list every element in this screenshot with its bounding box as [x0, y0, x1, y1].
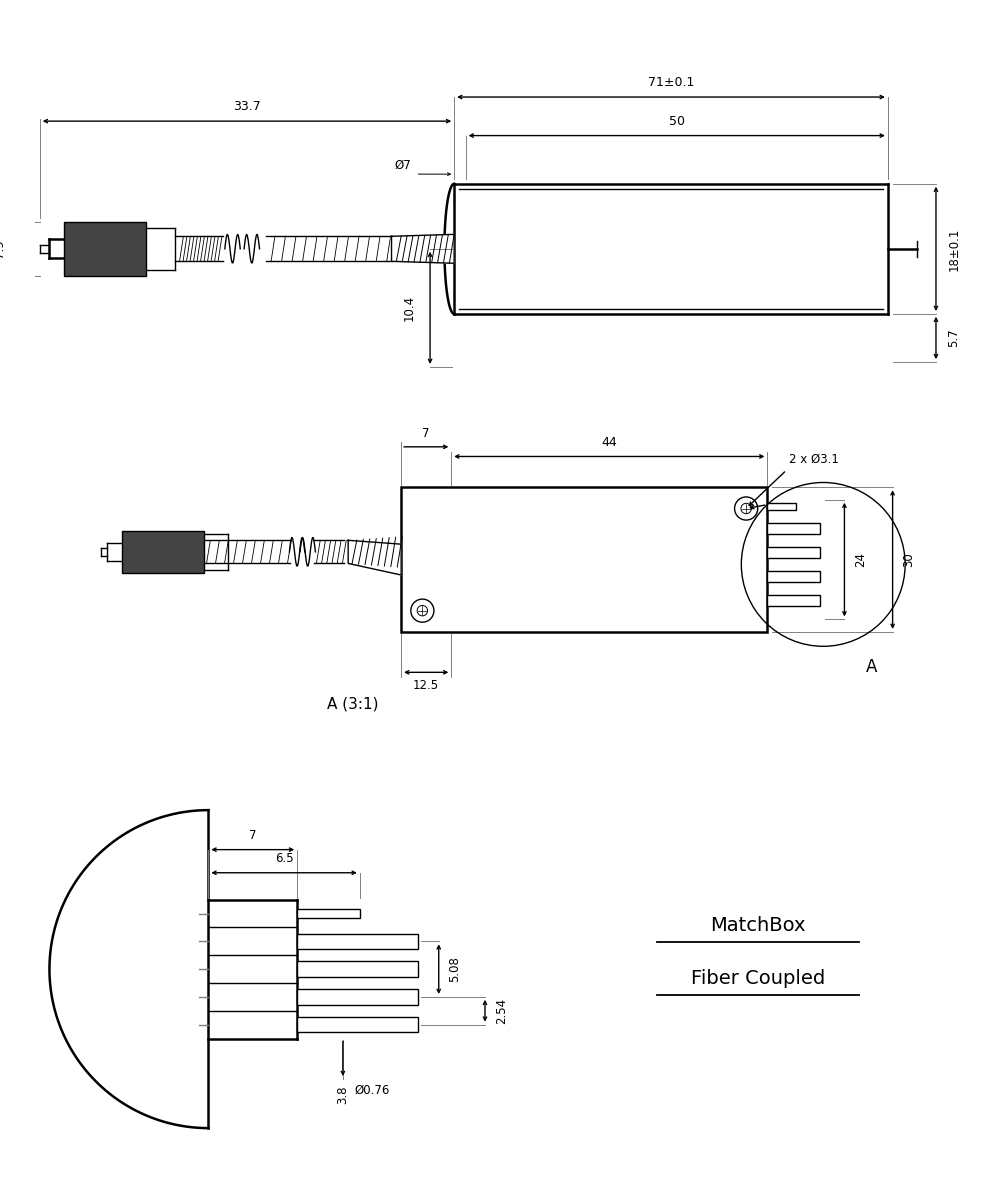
- Text: 7: 7: [249, 829, 257, 842]
- Bar: [767, 523, 820, 534]
- Text: 5.7: 5.7: [948, 328, 961, 348]
- Text: 71±0.1: 71±0.1: [648, 76, 694, 89]
- Bar: [767, 503, 796, 510]
- Bar: [297, 1017, 418, 1032]
- Text: 24: 24: [854, 552, 867, 567]
- Text: 2 x Ø3.1: 2 x Ø3.1: [789, 454, 838, 466]
- Text: 6.5: 6.5: [275, 852, 293, 865]
- Text: Ø7: Ø7: [394, 159, 411, 172]
- Text: 3.8: 3.8: [336, 1086, 349, 1104]
- Text: 50: 50: [669, 114, 685, 128]
- Bar: [401, 487, 767, 632]
- Text: A: A: [866, 658, 877, 676]
- Bar: [767, 595, 820, 606]
- Text: 7: 7: [422, 427, 430, 440]
- Text: 44: 44: [601, 435, 617, 449]
- Text: 18±0.1: 18±0.1: [948, 227, 961, 271]
- Bar: [297, 909, 360, 918]
- Bar: [297, 934, 418, 949]
- Bar: [122, 531, 204, 573]
- Text: Ø0.76: Ø0.76: [354, 1084, 390, 1097]
- Text: 12.5: 12.5: [413, 678, 439, 692]
- Text: 2.54: 2.54: [495, 997, 508, 1024]
- Text: A (3:1): A (3:1): [327, 697, 379, 712]
- Bar: [297, 961, 418, 977]
- Polygon shape: [392, 235, 454, 263]
- Text: 7.9: 7.9: [0, 239, 6, 259]
- Bar: [297, 989, 418, 1005]
- Text: 33.7: 33.7: [233, 100, 261, 113]
- Bar: [767, 547, 820, 558]
- Text: Fiber Coupled: Fiber Coupled: [691, 970, 825, 988]
- Text: 30: 30: [902, 552, 915, 567]
- Bar: [64, 221, 146, 275]
- Text: MatchBox: MatchBox: [710, 917, 805, 935]
- Text: 10.4: 10.4: [403, 295, 416, 321]
- Bar: [767, 571, 820, 582]
- Polygon shape: [348, 540, 401, 575]
- Text: 5.08: 5.08: [448, 956, 461, 982]
